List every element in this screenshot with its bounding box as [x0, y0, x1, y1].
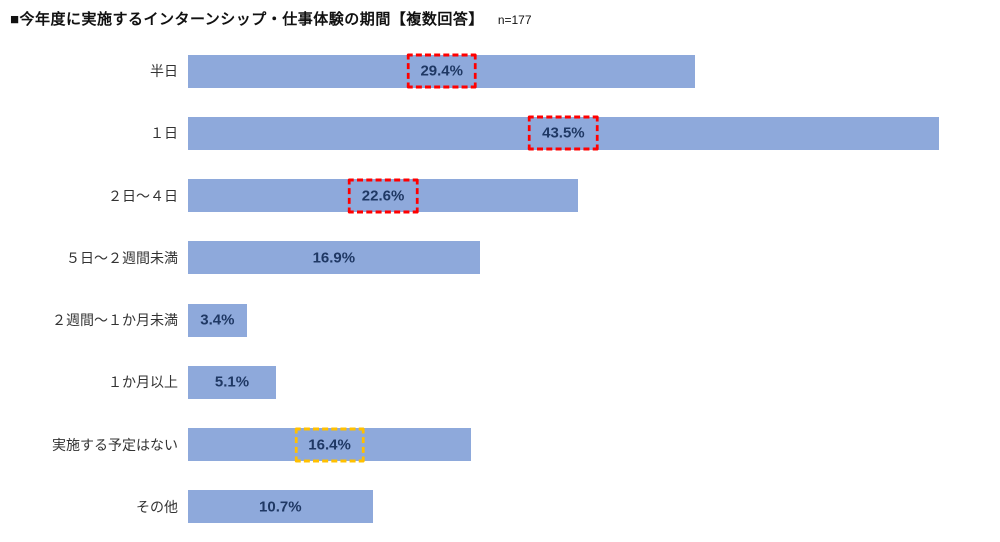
- bar-row: 半日 29.4%: [0, 40, 1000, 102]
- bar-track: 22.6%: [188, 178, 1000, 214]
- bar-row: ２週間～１か月未満 3.4%: [0, 289, 1000, 351]
- bar-track: 16.4%: [188, 427, 1000, 463]
- bar-track: 29.4%: [188, 53, 1000, 89]
- value-label: 16.9%: [312, 249, 356, 267]
- bar: [188, 365, 277, 399]
- sample-size-label: n=177: [497, 13, 532, 27]
- bar-track: 10.7%: [188, 490, 1000, 524]
- bar-track: 5.1%: [188, 365, 1000, 399]
- category-label: 半日: [150, 63, 178, 80]
- bar-rows: 半日 29.4% １日 43.5% ２日～４日 22.6% ５日～２週間未満 1…: [0, 40, 1000, 538]
- bar: [188, 116, 939, 150]
- bar: [188, 303, 247, 337]
- bar: [188, 54, 696, 88]
- category-label: ２週間～１か月未満: [52, 312, 178, 329]
- bar-track: 16.9%: [188, 241, 1000, 275]
- value-label-highlighted-red: 22.6%: [347, 178, 419, 214]
- bar-row: ２日～４日 22.6%: [0, 165, 1000, 227]
- bar-row: １日 43.5%: [0, 102, 1000, 164]
- bar: [188, 241, 480, 275]
- bar-row: ５日～２週間未満 16.9%: [0, 227, 1000, 289]
- value-label-highlighted-orange: 16.4%: [294, 427, 365, 463]
- category-label: ５日～２週間未満: [66, 249, 178, 266]
- bar: [188, 428, 472, 462]
- value-label: 3.4%: [200, 311, 235, 329]
- category-label: １か月以上: [108, 374, 178, 391]
- value-label: 5.1%: [214, 373, 250, 391]
- bar-row: その他 10.7%: [0, 476, 1000, 538]
- value-label-highlighted-red: 29.4%: [406, 53, 477, 89]
- value-label: 10.7%: [259, 498, 302, 516]
- bar-row: １か月以上 5.1%: [0, 351, 1000, 413]
- bar: [188, 490, 373, 524]
- bar: [188, 179, 579, 213]
- value-label-highlighted-red: 43.5%: [528, 115, 599, 151]
- chart-header: ■今年度に実施するインターンシップ・仕事体験の期間【複数回答】 n=177: [10, 8, 532, 29]
- bar-row: 実施する予定はない 16.4%: [0, 414, 1000, 476]
- category-label: 実施する予定はない: [52, 436, 178, 453]
- bar-track: 3.4%: [188, 303, 1000, 337]
- category-label: その他: [136, 498, 178, 515]
- chart-title: ■今年度に実施するインターンシップ・仕事体験の期間【複数回答】: [10, 11, 484, 28]
- category-label: １日: [150, 125, 178, 142]
- category-label: ２日～４日: [108, 187, 178, 204]
- bar-track: 43.5%: [188, 115, 1000, 151]
